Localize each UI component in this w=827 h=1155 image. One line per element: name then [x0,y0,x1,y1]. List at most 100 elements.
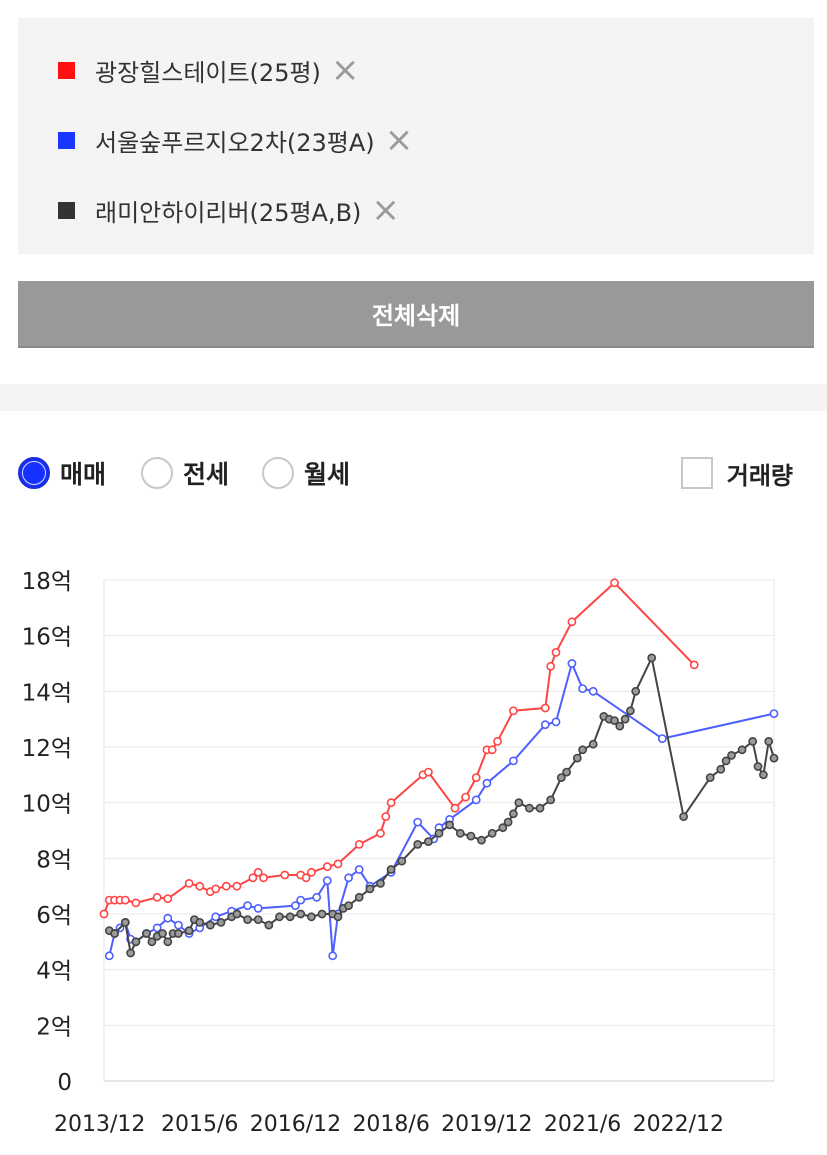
data-point[interactable] [503,817,513,827]
data-point[interactable] [769,753,779,763]
close-x-icon[interactable]: × [371,190,400,230]
data-point[interactable] [753,762,763,771]
data-point[interactable] [365,884,375,894]
data-point[interactable] [290,901,300,910]
data-point[interactable] [173,929,183,938]
data-point[interactable] [344,873,353,883]
data-point[interactable] [131,898,141,908]
data-point[interactable] [344,901,353,910]
data-point[interactable] [184,878,194,888]
data-point[interactable] [184,926,194,936]
data-point[interactable] [551,717,561,727]
data-point[interactable] [413,839,423,849]
data-point[interactable] [540,703,550,713]
data-point[interactable] [769,709,779,718]
data-point[interactable] [546,661,556,671]
data-point[interactable] [275,912,284,922]
data-point[interactable] [285,912,295,922]
data-point[interactable] [461,792,470,802]
radio-jeonse-circle[interactable] [141,457,173,489]
data-point[interactable] [525,803,534,813]
data-point[interactable] [535,803,545,813]
data-point[interactable] [306,912,316,922]
data-point[interactable] [689,660,699,670]
data-point[interactable] [445,820,454,830]
data-point[interactable] [99,909,109,919]
data-point[interactable] [748,736,758,746]
data-point[interactable] [333,859,343,869]
data-point[interactable] [163,894,173,904]
data-point[interactable] [626,706,635,716]
data-point[interactable] [471,795,481,805]
data-point[interactable] [248,873,258,883]
volume-checkbox-box[interactable] [680,457,713,489]
radio-jeonse[interactable]: 전세 [141,445,229,501]
data-point[interactable] [232,909,242,919]
data-point[interactable] [243,901,252,910]
close-x-icon[interactable]: × [384,120,414,160]
data-point[interactable] [306,867,316,877]
data-point[interactable] [540,720,550,730]
data-point[interactable] [727,750,736,760]
data-point[interactable] [301,873,311,883]
data-point[interactable] [354,892,364,902]
data-point[interactable] [312,892,322,902]
data-point[interactable] [152,892,162,902]
data-point[interactable] [264,920,274,930]
data-point[interactable] [205,920,215,930]
data-point[interactable] [296,909,306,919]
data-point[interactable] [152,923,162,933]
data-point[interactable] [657,734,667,743]
data-point[interactable] [333,912,343,922]
data-point[interactable] [163,937,173,947]
data-point[interactable] [498,823,508,833]
data-point[interactable] [487,745,497,755]
data-point[interactable] [317,909,327,919]
data-point[interactable] [764,736,774,746]
data-point[interactable] [716,764,726,774]
data-point[interactable] [232,881,242,891]
data-point[interactable] [243,915,252,924]
data-point[interactable] [195,917,205,927]
data-point[interactable] [221,881,231,891]
data-point[interactable] [173,920,183,930]
data-point[interactable] [322,862,332,872]
data-point[interactable] [354,839,364,849]
clear-all-button[interactable]: 전체삭제 [18,281,814,348]
data-point[interactable] [588,739,598,749]
data-point[interactable] [647,653,657,663]
data-point[interactable] [509,756,518,766]
data-point[interactable] [620,714,630,724]
data-point[interactable] [551,648,561,657]
data-point[interactable] [296,895,306,905]
volume-checkbox[interactable]: 거래량 [680,445,793,501]
data-point[interactable] [562,767,571,777]
data-point[interactable] [386,798,396,808]
data-point[interactable] [131,937,141,947]
data-point[interactable] [509,809,518,819]
data-point[interactable] [679,812,688,821]
data-point[interactable] [477,835,486,845]
data-point[interactable] [253,915,263,924]
data-point[interactable] [705,773,715,782]
data-point[interactable] [253,903,263,913]
data-point[interactable] [376,828,385,838]
data-point[interactable] [158,929,167,938]
data-point[interactable] [509,706,518,716]
data-point[interactable] [482,778,492,788]
data-point[interactable] [493,736,502,746]
data-point[interactable] [546,795,556,805]
data-point[interactable] [759,770,768,780]
data-point[interactable] [450,803,460,813]
data-point[interactable] [328,951,338,961]
data-point[interactable] [386,865,396,874]
data-point[interactable] [567,617,577,627]
data-point[interactable] [737,745,747,755]
data-point[interactable] [578,745,587,755]
data-point[interactable] [631,686,641,696]
data-point[interactable] [110,929,119,938]
data-point[interactable] [413,817,423,827]
data-point[interactable] [216,917,226,927]
data-point[interactable] [280,870,290,880]
data-point[interactable] [195,881,205,891]
